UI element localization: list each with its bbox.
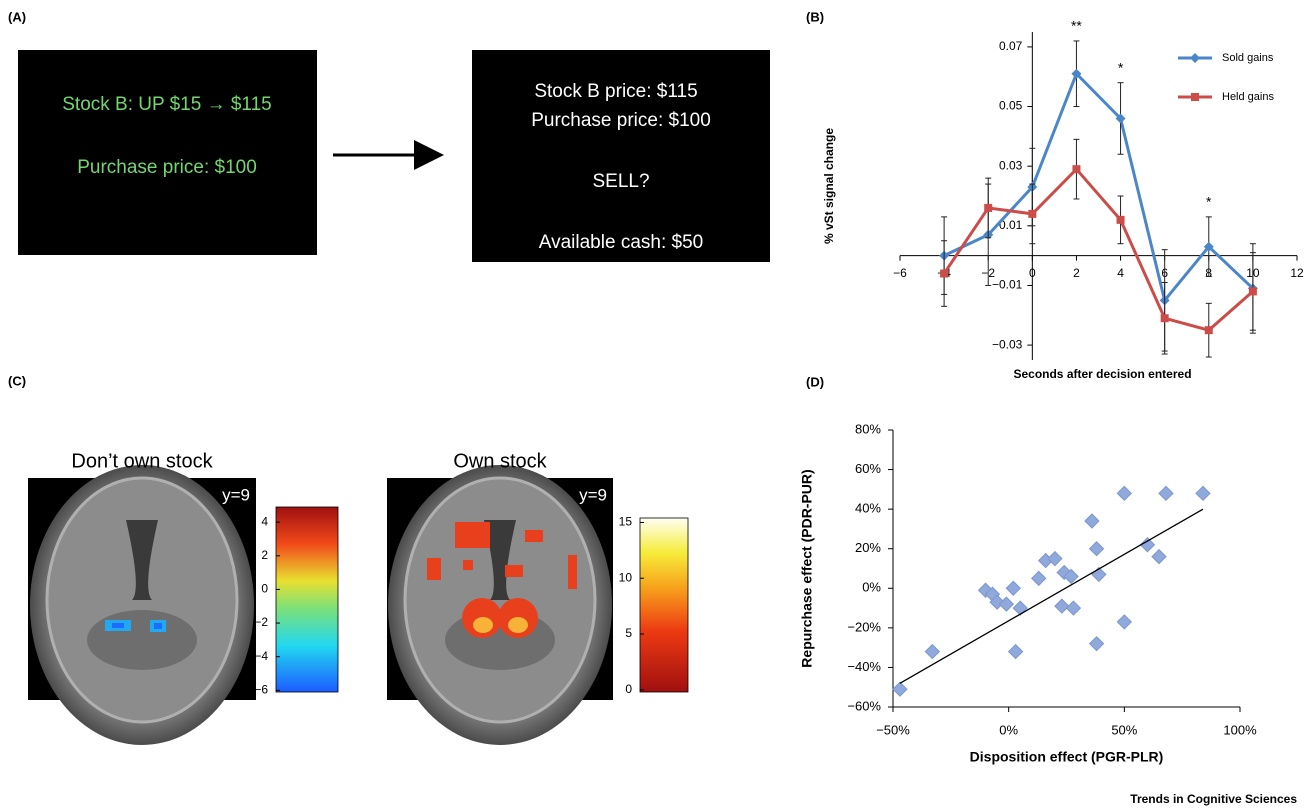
panel-label: (B) [806, 9, 824, 24]
point [1032, 571, 1046, 585]
marker [1117, 216, 1125, 224]
marker [1249, 287, 1257, 295]
x-tick-label: 0 [1029, 266, 1036, 280]
annotation: * [1118, 59, 1124, 75]
y-tick-label: 0.03 [999, 158, 1023, 172]
y-tick-label: −60% [847, 698, 881, 713]
colorbar-tick-label: 10 [619, 570, 633, 584]
x-tick-label: 50% [1111, 722, 1137, 737]
y-tick-label: 20% [855, 540, 881, 555]
image-title: Don’t own stock [71, 450, 213, 472]
colorbar-tick-label: −6 [254, 682, 268, 696]
y-tick-label: 0% [862, 580, 881, 595]
page: Figure {"panel_labels": ["(A)", "(B)", "… [0, 0, 1309, 808]
x-axis-title: Disposition effect (PGR-PLR) [970, 749, 1164, 765]
screen-text: Purchase price: $100 [77, 157, 257, 178]
screen-text: Stock B price: $115 [534, 81, 697, 102]
point [1085, 514, 1099, 528]
marker [1205, 326, 1213, 334]
x-tick-label: 0% [999, 722, 1018, 737]
body: (A) (B) (C) (D) Stock B: UP $15 → $115 P… [0, 0, 1309, 808]
marker [1072, 165, 1080, 173]
trend-line [900, 509, 1203, 683]
y-tick-label: 40% [855, 501, 881, 516]
y-tick-label: −40% [847, 659, 881, 674]
y-axis-title: % vSt signal change [822, 128, 836, 244]
legend-label: Held gains [1222, 91, 1274, 103]
screen-text: Stock B: UP $15 → $115 [62, 94, 271, 115]
point [1152, 550, 1166, 564]
image-title: Own stock [453, 450, 547, 472]
point [925, 645, 939, 659]
x-tick-label: −50% [876, 722, 910, 737]
colorbar-tick-label: 4 [261, 514, 268, 528]
colorbar-tick-label: −4 [254, 649, 268, 663]
point [1196, 486, 1210, 500]
point [1006, 581, 1020, 595]
panel-label: (D) [806, 374, 824, 389]
point [1140, 538, 1154, 552]
y-tick-label: −0.01 [992, 278, 1023, 292]
y-tick-label: 0.07 [999, 39, 1023, 53]
x-axis-title: Seconds after decision entered [1013, 367, 1191, 381]
x-tick-label: 2 [1073, 266, 1080, 280]
colorbar-tick-label: 0 [625, 682, 632, 696]
annotation: * [1206, 194, 1212, 210]
y-tick-label: 80% [855, 421, 881, 436]
point [1117, 486, 1131, 500]
panel-label: (A) [8, 9, 26, 24]
footer: Trends in Cognitive Sciences [1130, 792, 1297, 806]
y-axis-title: Repurchase effect (PDR-PUR) [799, 469, 815, 667]
y-tick-label: −20% [847, 619, 881, 634]
figure: (A) (B) (C) (D) Stock B: UP $15 → $115 P… [0, 0, 1309, 808]
colorbar [640, 518, 688, 692]
y-tick-label: 60% [855, 461, 881, 476]
x-tick-label: 100% [1223, 722, 1257, 737]
x-tick-label: 4 [1117, 266, 1124, 280]
point [1159, 486, 1173, 500]
point [1117, 615, 1131, 629]
colorbar-tick-label: −2 [254, 615, 268, 629]
colorbar-tick-label: 0 [261, 582, 268, 596]
point [893, 682, 907, 696]
colorbar [276, 507, 338, 692]
legend-marker [1190, 53, 1200, 63]
colorbar-tick-label: 2 [261, 548, 268, 562]
legend-marker [1191, 93, 1199, 101]
brain-image [387, 465, 613, 745]
point [1009, 645, 1023, 659]
y-tick-label: 0.05 [999, 99, 1023, 113]
point [1090, 637, 1104, 651]
panel-label: (C) [8, 373, 26, 388]
point [1066, 601, 1080, 615]
marker [1161, 314, 1169, 322]
marker [984, 204, 992, 212]
marker [1028, 210, 1036, 218]
screen-text: Available cash: $50 [539, 232, 703, 253]
brain-image [28, 465, 256, 745]
colorbar-tick-label: 15 [619, 515, 633, 529]
x-tick-label: 12 [1290, 266, 1304, 280]
y-tick-label: −0.03 [992, 337, 1023, 351]
marker [940, 270, 948, 278]
x-tick-label: −6 [893, 266, 907, 280]
slice-label: y=9 [579, 485, 607, 504]
annotation: ** [1071, 18, 1082, 34]
slice-label: y=9 [222, 485, 250, 504]
colorbar-tick-label: 5 [625, 626, 632, 640]
legend-label: Sold gains [1222, 52, 1274, 64]
screen [18, 50, 317, 255]
screen-text: SELL? [592, 171, 649, 192]
point [1055, 599, 1069, 613]
point [1090, 542, 1104, 556]
screen-text: Purchase price: $100 [531, 110, 711, 131]
point [1013, 601, 1027, 615]
